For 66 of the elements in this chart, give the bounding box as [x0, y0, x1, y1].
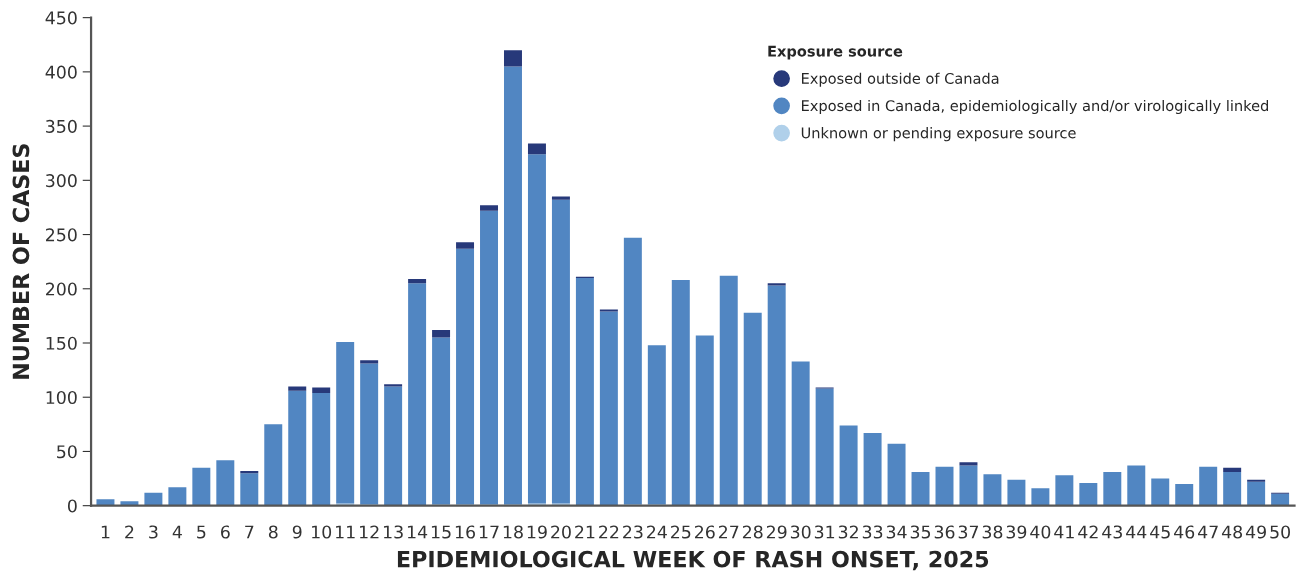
legend-label: Unknown or pending exposure source: [801, 127, 1076, 142]
x-tick-label: 24: [647, 525, 667, 539]
x-tick-label: 50: [1270, 525, 1290, 539]
y-tick-label: 350: [46, 119, 77, 133]
x-tick-label: 35: [910, 525, 931, 539]
x-tick-label: 25: [671, 525, 691, 539]
x-tick-label: 48: [1221, 525, 1243, 539]
legend-label: Exposed in Canada, epidemiologically and/or virologically linked: [802, 99, 1268, 114]
x-tick-label: 19: [527, 525, 547, 539]
x-tick-label: 9: [292, 525, 302, 539]
x-tick-label: 26: [695, 525, 715, 539]
y-tick-label: 400: [45, 65, 77, 79]
y-tick-label: 100: [46, 390, 77, 405]
x-tick-label: 37: [958, 525, 979, 539]
legend-title: Exposure source: [768, 45, 903, 60]
x-tick-label: 20: [551, 525, 571, 539]
x-tick-label: 40: [1030, 525, 1051, 539]
x-tick-label: 3: [149, 525, 158, 539]
x-tick-label: 16: [455, 525, 475, 539]
x-tick-label: 15: [431, 525, 451, 539]
y-axis-title: NUMBER OF CASES: [12, 144, 30, 379]
y-tick-label: 0: [67, 499, 77, 513]
y-tick-label: 450: [45, 11, 77, 25]
x-tick-label: 22: [599, 525, 619, 539]
x-tick-label: 39: [1006, 525, 1027, 539]
x-tick-label: 31: [814, 525, 835, 539]
x-tick-label: 30: [790, 525, 811, 539]
x-tick-label: 7: [245, 525, 254, 539]
x-tick-label: 5: [197, 525, 206, 539]
x-tick-label: 14: [407, 525, 428, 539]
y-tick-label: 200: [46, 282, 77, 296]
x-tick-label: 44: [1126, 525, 1147, 539]
x-tick-label: 49: [1245, 525, 1266, 539]
x-tick-label: 27: [718, 525, 739, 539]
x-tick-label: 43: [1102, 525, 1122, 539]
x-tick-label: 28: [742, 525, 763, 539]
x-tick-label: 8: [268, 525, 278, 539]
x-tick-label: 45: [1150, 525, 1170, 539]
x-tick-label: 18: [503, 525, 523, 539]
x-tick-label: 36: [934, 525, 955, 539]
x-tick-label: 6: [221, 525, 230, 539]
x-tick-label: 33: [862, 525, 883, 539]
x-tick-label: 34: [886, 525, 907, 539]
y-tick-label: 300: [46, 174, 77, 188]
x-tick-label: 12: [360, 525, 379, 539]
x-tick-label: 23: [623, 525, 643, 539]
x-tick-label: 2: [125, 525, 134, 539]
x-tick-label: 17: [479, 525, 499, 539]
x-tick-label: 11: [336, 525, 355, 539]
x-tick-label: 32: [838, 525, 858, 539]
x-tick-label: 10: [312, 525, 332, 539]
x-tick-label: 1: [101, 525, 110, 539]
legend-label: Exposed outside of Canada: [802, 72, 999, 87]
y-tick-label: 50: [57, 445, 77, 459]
x-tick-label: 4: [172, 525, 182, 539]
x-tick-label: 13: [383, 525, 403, 539]
x-tick-label: 42: [1078, 525, 1098, 539]
x-tick-label: 46: [1174, 525, 1195, 539]
x-tick-label: 29: [766, 525, 787, 539]
y-tick-label: 150: [46, 336, 77, 350]
x-tick-label: 38: [982, 525, 1003, 539]
x-axis-title: EPIDEMIOLOGICAL WEEK OF RASH ONSET, 2025: [397, 550, 989, 571]
x-tick-label: 21: [575, 525, 595, 539]
y-tick-label: 250: [46, 228, 77, 242]
x-tick-label: 47: [1198, 525, 1218, 539]
x-tick-label: 41: [1054, 525, 1074, 539]
